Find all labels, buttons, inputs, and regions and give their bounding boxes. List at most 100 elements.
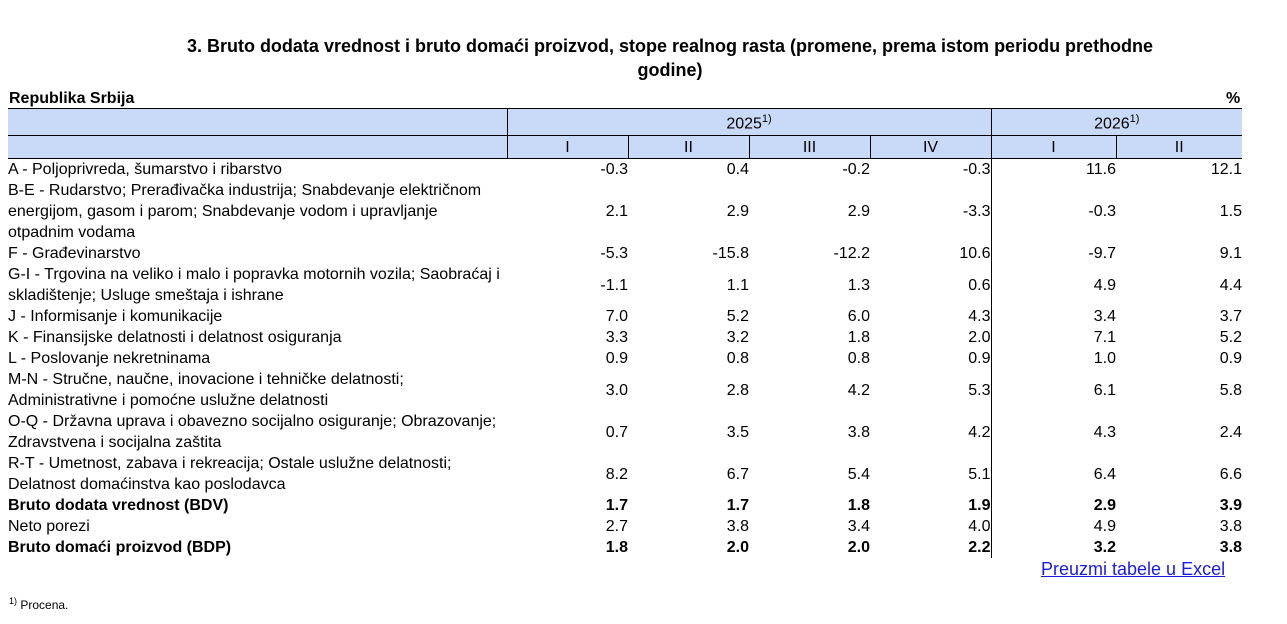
cell-value: 2.2 — [870, 537, 992, 558]
cell-value: 4.3 — [1093, 423, 1116, 441]
cell-value: 4.9 — [1093, 518, 1116, 535]
cell-value: 2.0 — [847, 539, 870, 556]
cell-value: 2.0 — [726, 539, 749, 556]
cell-value: 1.0 — [1093, 350, 1116, 367]
cell-value: 4.4 — [1219, 276, 1242, 294]
table-row: Bruto dodata vrednost (BDV) 1.7 1.7 1.8 1.9 2… — [8, 495, 1242, 516]
header-quarter: III — [748, 135, 870, 159]
cell-value: 9.1 — [1219, 245, 1242, 262]
cell-value: 0.9 — [1219, 350, 1242, 367]
cell-value: 6.1 — [1093, 381, 1116, 399]
row-label: J - Informisanje i komunikacije — [8, 308, 223, 325]
gdp-growth-table: 20251) 20261) I II III IV I II A - Poljo… — [8, 108, 1242, 558]
header-quarter: II — [627, 135, 749, 159]
cell-value: 0.9 — [605, 350, 628, 367]
table-row: A - Poljoprivreda, šumarstvo i ribarstvo… — [8, 158, 1242, 180]
cell-value: 3.9 — [1219, 497, 1242, 514]
cell-value: -12.2 — [833, 245, 870, 262]
cell-value: 6.4 — [1093, 465, 1116, 483]
cell-value: 2.1 — [605, 203, 628, 220]
table-title: 3. Bruto dodata vrednost i bruto domaći … — [100, 34, 1240, 82]
row-label: G-I - Trgovina na veliko i malo i poprav… — [8, 266, 500, 304]
row-label: Bruto dodata vrednost (BDV) — [8, 497, 229, 514]
footnote-text: Procena. — [20, 598, 69, 612]
cell-value: 1.8 — [847, 497, 870, 514]
cell-value: 10.6 — [870, 243, 992, 264]
cell-value: 7.0 — [605, 308, 628, 325]
region-label: Republika Srbija — [9, 90, 135, 107]
cell-value: 5.4 — [847, 465, 870, 483]
row-label: M-N - Stručne, naučne, inovacione i tehn… — [8, 371, 404, 409]
cell-value: 0.8 — [847, 350, 870, 367]
header-quarter: II — [1115, 135, 1242, 159]
cell-value: 3.8 — [726, 518, 749, 535]
table-row: L - Poslovanje nekretninama 0.9 0.8 0.8 0.9 1… — [8, 348, 1242, 369]
cell-value: 1.7 — [605, 497, 628, 514]
cell-value: 2.9 — [726, 203, 749, 220]
header-quarter: I — [990, 135, 1116, 159]
table-row: O-Q - Državna uprava i obavezno socijaln… — [8, 411, 1242, 453]
cell-value: -1.1 — [600, 276, 628, 294]
cell-value: 2.8 — [726, 381, 749, 399]
header-row-quarters: I II III IV I II — [8, 135, 1242, 159]
cell-value: 5.8 — [1219, 381, 1242, 399]
cell-value: 3.8 — [1219, 518, 1242, 535]
row-label: Bruto domaći proizvod (BDP) — [8, 539, 232, 556]
cell-value: 1.5 — [1219, 203, 1242, 220]
cell-value: 0.4 — [726, 161, 749, 178]
row-label: B-E - Rudarstvo; Prerađivačka industrija… — [8, 182, 482, 241]
table-row: R-T - Umetnost, zabava i rekreacija; Ost… — [8, 453, 1242, 495]
cell-value: -3.3 — [870, 180, 992, 243]
cell-value: 4.3 — [870, 306, 992, 327]
cell-value: 0.7 — [605, 423, 628, 441]
table-row: G-I - Trgovina na veliko i malo i poprav… — [8, 264, 1242, 306]
table-row: B-E - Rudarstvo; Prerađivačka industrija… — [8, 180, 1242, 243]
header-year-2025: 20251) — [506, 108, 991, 136]
cell-value: -15.8 — [712, 245, 749, 262]
cell-value: 7.1 — [1093, 329, 1116, 346]
download-excel-link[interactable]: Preuzmi tabele u Excel — [1041, 559, 1226, 579]
year-note: 1) — [761, 113, 772, 126]
cell-value: 3.3 — [605, 329, 628, 346]
cell-value: 3.2 — [1093, 539, 1116, 556]
cell-value: 3.7 — [1219, 308, 1242, 325]
cell-value: 1.8 — [847, 329, 870, 346]
cell-value: 3.4 — [1093, 308, 1116, 325]
cell-value: 3.4 — [847, 518, 870, 535]
row-label: O-Q - Državna uprava i obavezno socijaln… — [8, 413, 497, 451]
table-title-line-2: godine) — [637, 60, 703, 80]
header-blank — [8, 135, 507, 159]
table-row: M-N - Stručne, naučne, inovacione i tehn… — [8, 369, 1242, 411]
cell-value: 3.2 — [726, 329, 749, 346]
cell-value: 6.7 — [726, 465, 749, 483]
cell-value: 5.2 — [1219, 329, 1242, 346]
row-label: L - Poslovanje nekretninama — [8, 350, 211, 367]
cell-value: 4.2 — [870, 411, 992, 453]
cell-value: 1.9 — [870, 495, 992, 516]
cell-value: 3.5 — [726, 423, 749, 441]
cell-value: 5.3 — [870, 369, 992, 411]
cell-value: 8.2 — [605, 465, 628, 483]
table-row: Neto porezi 2.7 3.8 3.4 4.0 4.9 3.8 — [8, 516, 1242, 537]
cell-value: -0.2 — [842, 161, 870, 178]
cell-value: 5.2 — [726, 308, 749, 325]
cell-value: 4.0 — [870, 516, 992, 537]
cell-value: 1.7 — [726, 497, 749, 514]
header-blank — [8, 108, 507, 136]
cell-value: 1.8 — [605, 539, 628, 556]
row-label: A - Poljoprivreda, šumarstvo i ribarstvo — [8, 161, 282, 178]
year-label: 2025 — [726, 115, 762, 133]
unit-label: % — [1226, 90, 1241, 107]
year-label: 2026 — [1094, 115, 1130, 133]
cell-value: -0.3 — [870, 158, 992, 180]
header-year-2026: 20261) — [990, 108, 1242, 136]
cell-value: -0.3 — [600, 161, 628, 178]
cell-value: 5.1 — [870, 453, 992, 495]
cell-value: 0.9 — [870, 348, 992, 369]
cell-value: 2.0 — [870, 327, 992, 348]
cell-value: 2.9 — [1093, 497, 1116, 514]
cell-value: 4.2 — [847, 381, 870, 399]
cell-value: -0.3 — [1088, 203, 1116, 220]
cell-value: 0.6 — [870, 264, 992, 306]
cell-value: 6.6 — [1219, 465, 1242, 483]
